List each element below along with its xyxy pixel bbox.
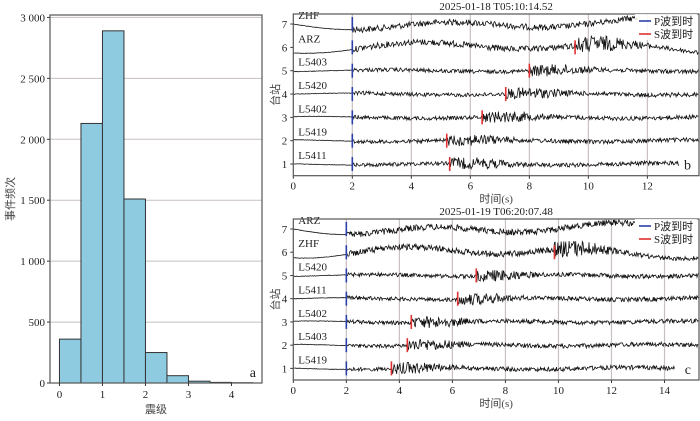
y-tick-label: 0 xyxy=(40,378,46,390)
panel-label: c xyxy=(685,363,691,378)
waveform-trace xyxy=(293,158,679,170)
waveform-trace xyxy=(293,362,674,374)
x-tick-label: 3 xyxy=(186,389,192,401)
y-tick-label: 1 500 xyxy=(20,195,45,207)
histogram-bar xyxy=(102,31,124,383)
waveform-trace xyxy=(293,317,698,328)
x-tick-label: 0 xyxy=(291,181,297,193)
waveform-trace xyxy=(293,88,698,100)
legend-label: S波到时 xyxy=(654,28,693,41)
x-tick-label: 10 xyxy=(553,385,565,397)
legend-label: P波到时 xyxy=(654,15,693,28)
panel-title: 2025-01-18 T05:10:14.52 xyxy=(439,1,552,13)
x-tick-label: 0 xyxy=(291,385,297,397)
y-tick-label: 5 xyxy=(282,270,288,282)
station-label: L5411 xyxy=(298,150,326,162)
y-tick-label: 4 xyxy=(282,294,288,306)
x-tick-label: 8 xyxy=(503,385,509,397)
y-tick-label: 1 xyxy=(282,363,288,375)
station-label: ARZ xyxy=(298,215,320,227)
station-label: L5419 xyxy=(298,127,327,139)
x-axis-label: 震级 xyxy=(145,403,167,416)
x-tick-label: 6 xyxy=(450,385,456,397)
histogram-bar xyxy=(124,199,146,383)
y-tick-label: 6 xyxy=(282,247,288,259)
y-tick-label: 500 xyxy=(29,317,46,329)
x-tick-label: 6 xyxy=(468,181,474,193)
y-tick-label: 7 xyxy=(282,19,288,31)
station-label: L5403 xyxy=(298,57,327,69)
waveform-trace xyxy=(293,64,698,76)
x-tick-label: 1 xyxy=(100,389,106,401)
y-tick-label: 5 xyxy=(282,66,288,78)
station-label: L5420 xyxy=(298,80,327,92)
histogram-bar xyxy=(145,353,167,383)
x-tick-label: 12 xyxy=(642,181,653,193)
station-label: L5411 xyxy=(298,285,326,297)
x-axis-label: 时间(s) xyxy=(479,397,513,410)
station-label: L5402 xyxy=(298,308,327,320)
y-tick-label: 7 xyxy=(282,224,288,236)
x-axis-label: 时间(s) xyxy=(479,193,513,206)
y-tick-label: 3 000 xyxy=(20,12,45,24)
waveform-trace xyxy=(293,112,698,123)
station-label: L5403 xyxy=(298,331,327,343)
y-tick-label: 2 500 xyxy=(20,73,45,85)
y-axis-label: 台站 xyxy=(268,289,282,311)
y-tick-label: 6 xyxy=(282,42,288,54)
y-axis-label: 台站 xyxy=(268,84,282,106)
x-tick-label: 4 xyxy=(409,181,415,193)
station-label: L5420 xyxy=(298,261,327,273)
y-tick-label: 3 xyxy=(282,112,288,124)
histogram-panel-a: 0 500 1 000 1 500 2 000 2 500 3 000 0 1 2 3 4 震级 事件频次… xyxy=(3,12,262,416)
x-tick-label: 8 xyxy=(527,181,533,193)
station-label: ARZ xyxy=(298,33,320,45)
x-tick-label: 2 xyxy=(344,385,350,397)
y-tick-label: 2 xyxy=(282,340,288,352)
histogram-bar xyxy=(59,339,81,383)
y-tick-label: 1 xyxy=(282,159,288,171)
waveform-trace xyxy=(293,220,634,237)
y-tick-label: 4 xyxy=(282,89,288,101)
y-tick-label: 2 000 xyxy=(20,134,45,146)
station-label: ZHF xyxy=(298,10,319,22)
x-tick-label: 2 xyxy=(143,389,149,401)
waveform-trace xyxy=(293,270,698,282)
y-tick-label: 2 xyxy=(282,136,288,148)
histogram-bar xyxy=(81,123,103,383)
station-label: L5402 xyxy=(298,103,327,115)
station-label: ZHF xyxy=(298,238,319,250)
waveform-trace xyxy=(293,340,698,350)
waveform-trace xyxy=(293,16,638,33)
y-tick-label: 3 xyxy=(282,317,288,329)
histogram-bar xyxy=(167,376,189,383)
x-tick-label: 12 xyxy=(606,385,617,397)
panel-label: b xyxy=(684,159,691,174)
waveform-trace xyxy=(293,135,698,146)
x-tick-label: 14 xyxy=(659,385,671,397)
x-tick-label: 0 xyxy=(57,389,63,401)
station-label: L5419 xyxy=(298,354,327,366)
x-tick-label: 4 xyxy=(229,389,235,401)
panel-title: 2025-01-19 T06:20:07.48 xyxy=(439,206,553,218)
legend-label: P波到时 xyxy=(654,220,693,233)
panel-label: a xyxy=(250,366,257,381)
x-tick-label: 2 xyxy=(350,181,356,193)
y-axis-label: 事件频次 xyxy=(3,177,17,221)
x-tick-label: 4 xyxy=(397,385,403,397)
waveform-trace xyxy=(293,294,698,305)
x-tick-label: 10 xyxy=(583,181,595,193)
y-tick-label: 1 000 xyxy=(20,256,45,268)
legend-label: S波到时 xyxy=(654,233,693,246)
